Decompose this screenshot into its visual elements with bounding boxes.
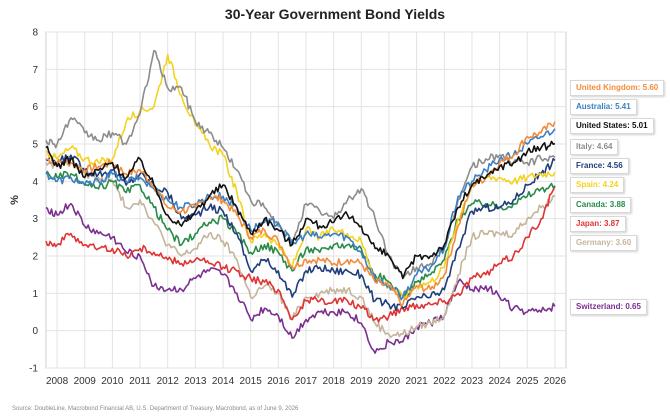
x-tick-label: 2012 (157, 376, 180, 387)
legend-item-italy: Italy: 4.64 (570, 139, 619, 155)
legend-item-australia: Australia: 5.41 (570, 99, 637, 115)
y-tick-label: 7 (32, 65, 38, 76)
x-tick-label: 2018 (323, 376, 346, 387)
legend-item-united-states: United States: 5.01 (570, 118, 654, 134)
legend-item-switzerland: Switzerland: 0.65 (570, 299, 647, 315)
series-line-italy (45, 49, 556, 280)
source-note: Source: DoubleLine, Macrobond Financial … (12, 406, 299, 412)
y-tick-label: 1 (32, 289, 38, 300)
x-tick-label: 2014 (212, 376, 235, 387)
x-tick-label: 2019 (350, 376, 373, 387)
x-tick-label: 2009 (74, 376, 97, 387)
x-tick-label: 2022 (433, 376, 456, 387)
series-lines (45, 49, 556, 354)
series-line-united-kingdom (45, 121, 556, 307)
legend-item-canada: Canada: 3.88 (570, 197, 632, 213)
series-line-japan (45, 185, 556, 323)
x-tick-label: 2016 (267, 376, 290, 387)
axes: -1 0 1 2 3 4 5 6 7 8 2008 2009 2010 2011 2012 2013 2014 2… (29, 28, 566, 388)
legend-item-spain: Spain: 4.24 (570, 177, 625, 193)
y-axis-label: % (9, 195, 21, 205)
x-tick-label: 2017 (295, 376, 318, 387)
y-tick-label: 3 (32, 214, 38, 225)
y-tick-label: -1 (29, 364, 38, 375)
y-tick-label: 6 (32, 102, 38, 113)
y-tick-label: 8 (32, 28, 38, 39)
x-tick-label: 2013 (184, 376, 207, 387)
legend-item-france: France: 4.56 (570, 158, 629, 174)
y-tick-label: 5 (32, 140, 38, 151)
legend-item-germany: Germany: 3.60 (570, 235, 638, 251)
series-line-australia (45, 128, 556, 301)
x-tick-label: 2021 (406, 376, 429, 387)
x-tick-label: 2023 (461, 376, 484, 387)
legend-item-japan: Japan: 3.87 (570, 216, 626, 232)
y-tick-label: 4 (32, 177, 38, 188)
series-line-switzerland (45, 202, 556, 354)
series-line-germany (45, 155, 556, 338)
x-tick-label: 2020 (378, 376, 401, 387)
x-tick-label: 2010 (101, 376, 124, 387)
series-line-united-states (45, 140, 556, 280)
legend-item-united-kingdom: United Kingdom: 5.60 (570, 80, 665, 96)
x-tick-label: 2025 (516, 376, 539, 387)
x-tick-label: 2011 (129, 376, 151, 387)
x-tick-label: 2008 (46, 376, 69, 387)
chart-title: 30-Year Government Bond Yields (224, 6, 446, 22)
x-tick-label: 2015 (240, 376, 263, 387)
x-tick-label: 2026 (544, 376, 567, 387)
y-tick-label: 0 (32, 326, 38, 337)
y-tick-label: 2 (32, 252, 38, 263)
x-tick-label: 2024 (488, 376, 511, 387)
series-line-canada (45, 170, 556, 299)
